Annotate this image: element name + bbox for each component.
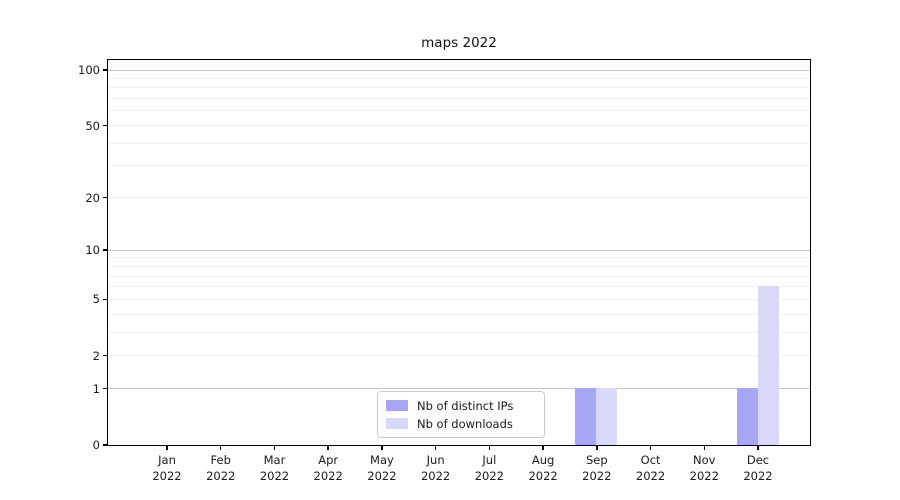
minor-gridline (107, 125, 810, 127)
x-tick-label: May 2022 (367, 453, 397, 483)
x-tick-label: Aug 2022 (528, 453, 558, 483)
x-tick-label: Dec 2022 (743, 453, 773, 483)
minor-gridline (107, 257, 810, 259)
y-tick-mark (103, 444, 108, 446)
legend-item-distinct-ips: Nb of distinct IPs (386, 399, 536, 413)
x-tick-mark (166, 445, 168, 450)
minor-gridline (107, 110, 810, 112)
x-tick-mark (649, 445, 652, 450)
minor-gridline (107, 98, 810, 100)
x-tick-label: Mar 2022 (259, 453, 290, 483)
y-tick-label: 10 (85, 243, 100, 258)
y-tick-mark (103, 298, 108, 301)
y-tick-label: 0 (92, 438, 100, 452)
x-tick-mark (434, 445, 437, 450)
y-tick-label: 100 (78, 63, 100, 77)
minor-gridline (107, 265, 810, 267)
minor-gridline (107, 355, 810, 357)
minor-gridline (107, 77, 810, 79)
x-tick-label: Jun 2022 (420, 453, 451, 483)
y-tick-label: 2 (92, 348, 100, 363)
x-tick-mark (703, 445, 705, 450)
chart-title: maps 2022 (421, 35, 497, 51)
x-tick-mark (596, 445, 598, 450)
minor-gridline (107, 298, 810, 300)
y-tick-mark (103, 124, 108, 127)
plot-area (106, 58, 811, 446)
legend-swatch-distinct-ips-icon (386, 400, 408, 411)
x-tick-mark (327, 445, 329, 450)
y-tick-mark (103, 69, 108, 71)
y-tick-mark (103, 387, 108, 390)
major-gridline (107, 388, 810, 390)
y-tick-mark (103, 196, 108, 199)
minor-gridline (107, 275, 810, 277)
major-gridline (107, 69, 810, 71)
major-gridline (107, 249, 810, 251)
bar-dec-2022-series0 (736, 388, 758, 445)
x-tick-mark (488, 445, 491, 450)
legend-item-downloads: Nb of downloads (386, 417, 536, 431)
x-tick-label: Apr 2022 (313, 453, 343, 483)
minor-gridline (107, 87, 810, 89)
bar-sep-2022-series1 (596, 388, 618, 445)
x-tick-mark (220, 445, 222, 450)
y-tick-label: 20 (85, 190, 100, 205)
legend-label-distinct-ips: Nb of distinct IPs (417, 398, 514, 413)
bar-sep-2022-series0 (575, 388, 597, 445)
x-tick-mark (542, 445, 544, 450)
minor-gridline (107, 331, 810, 333)
minor-gridline (107, 313, 810, 315)
y-tick-label: 1 (92, 381, 100, 396)
y-tick-label: 50 (85, 118, 100, 133)
x-tick-mark (273, 445, 276, 450)
x-tick-label: Sep 2022 (582, 453, 612, 483)
y-tick-mark (103, 355, 108, 357)
minor-gridline (107, 286, 810, 288)
x-tick-mark (381, 445, 383, 450)
legend-swatch-downloads-icon (386, 418, 408, 429)
x-tick-label: Feb 2022 (206, 453, 236, 483)
x-tick-label: Jul 2022 (474, 453, 504, 483)
minor-gridline (107, 165, 810, 167)
x-tick-label: Jan 2022 (152, 453, 182, 483)
minor-gridline (107, 197, 810, 199)
legend: Nb of distinct IPs Nb of downloads (377, 391, 545, 438)
bar-dec-2022-series1 (757, 286, 779, 445)
x-tick-mark (757, 445, 759, 450)
x-tick-label: Oct 2022 (635, 453, 666, 483)
x-tick-label: Nov 2022 (689, 453, 719, 483)
minor-gridline (107, 142, 810, 144)
y-tick-mark (103, 249, 108, 251)
legend-label-downloads: Nb of downloads (417, 416, 513, 431)
y-tick-label: 5 (92, 292, 100, 307)
